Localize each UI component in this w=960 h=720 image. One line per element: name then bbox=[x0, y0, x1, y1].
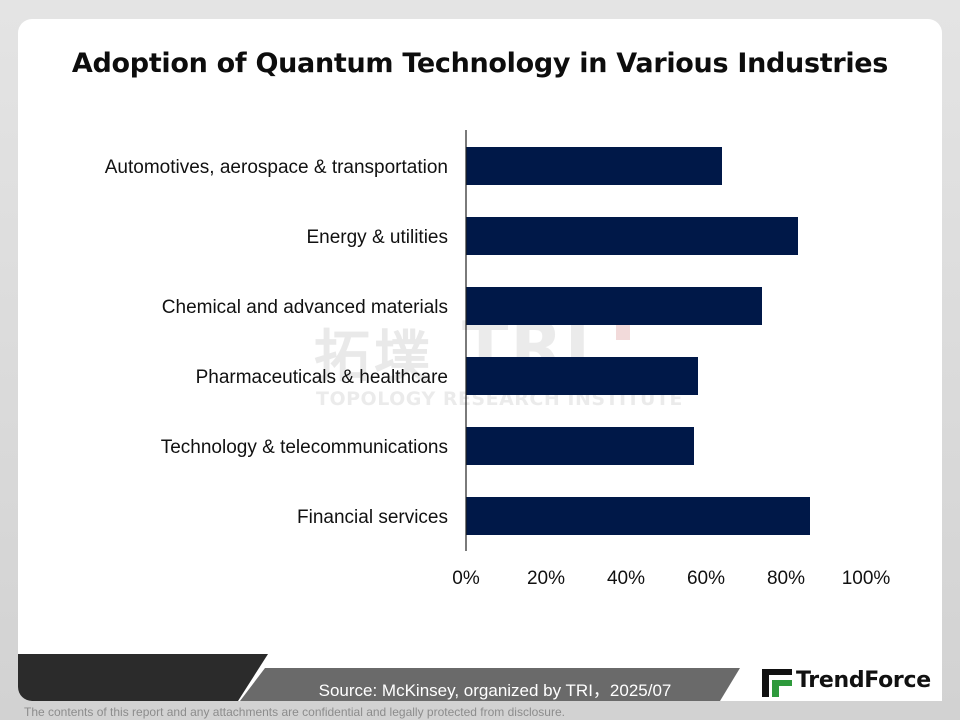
category-label: Energy & utilities bbox=[306, 227, 448, 248]
x-tick-label: 0% bbox=[452, 568, 480, 589]
disclaimer-text: The contents of this report and any atta… bbox=[24, 705, 565, 719]
trendforce-logo-text: TrendForce bbox=[796, 668, 931, 693]
category-label: Financial services bbox=[297, 507, 448, 528]
trendforce-logo-icon bbox=[762, 669, 792, 697]
bar bbox=[466, 427, 694, 465]
bar bbox=[466, 287, 762, 325]
x-tick-label: 60% bbox=[687, 568, 725, 589]
chart-title: Adoption of Quantum Technology in Variou… bbox=[71, 48, 889, 79]
footer-source-band bbox=[240, 668, 740, 701]
x-tick-label: 20% bbox=[527, 568, 565, 589]
x-tick-label: 40% bbox=[607, 568, 645, 589]
category-label: Pharmaceuticals & healthcare bbox=[196, 367, 448, 388]
bar bbox=[466, 147, 722, 185]
footer-dark-band bbox=[18, 654, 268, 701]
bar bbox=[466, 357, 698, 395]
category-label: Chemical and advanced materials bbox=[162, 297, 448, 318]
x-tick-label: 80% bbox=[767, 568, 805, 589]
category-label: Technology & telecommunications bbox=[161, 437, 448, 458]
category-label: Automotives, aerospace & transportation bbox=[105, 157, 448, 178]
bar bbox=[466, 217, 798, 255]
source-text: Source: McKinsey, organized by TRI，2025/… bbox=[318, 681, 672, 700]
x-tick-label: 100% bbox=[842, 568, 891, 589]
bar bbox=[466, 497, 810, 535]
